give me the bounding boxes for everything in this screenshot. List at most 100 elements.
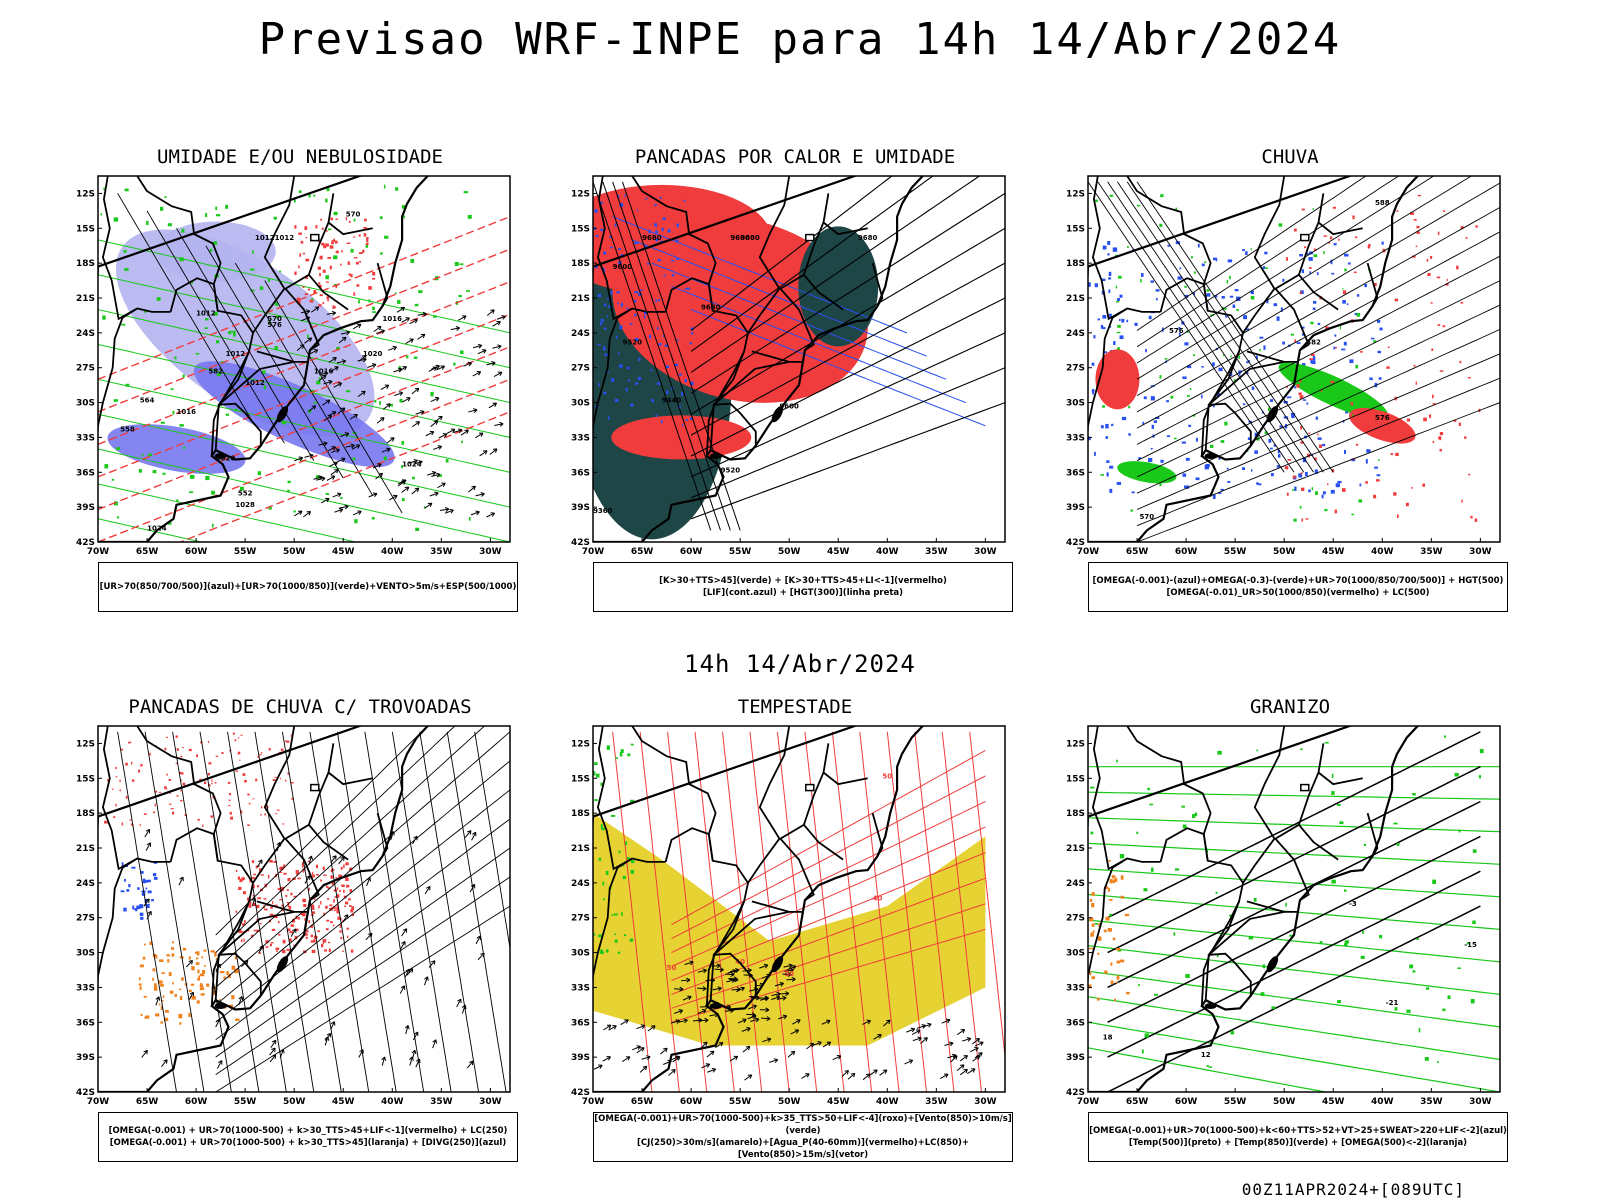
thunderstorm-dot (275, 813, 278, 815)
omega500-dot (1090, 932, 1094, 937)
lon-tick-label: 45W (332, 1097, 355, 1107)
temp850-dot (1216, 954, 1219, 958)
thunderstorm-dot (181, 772, 184, 775)
humid-ascent-dot (1328, 242, 1331, 244)
omega-dot (1348, 262, 1351, 265)
thunderstorm-dot (325, 905, 328, 909)
lif-dot (660, 420, 663, 424)
temp850-dot (1363, 843, 1367, 847)
lat-tick-label: 27S (571, 364, 590, 374)
federal-district (1300, 233, 1310, 242)
wind-vector (294, 456, 304, 462)
omega-dot (1150, 280, 1154, 283)
omega-dot (1335, 483, 1340, 488)
divergence-dot (132, 905, 135, 910)
omega-dot (1294, 486, 1297, 491)
humid-ascent-dot (1355, 443, 1359, 446)
strong-ascent-dot (1292, 489, 1295, 491)
red-dot (319, 255, 323, 260)
lon-tick-label: 30W (1469, 1097, 1492, 1107)
streamline-arrow (464, 830, 472, 838)
humid-ascent-dot (1442, 325, 1446, 328)
temp850-dot (1194, 812, 1198, 817)
divergence-dot (120, 890, 125, 893)
map-chuva: 58858257657657012S15S18S21S24S27S30S33S3… (1066, 175, 1501, 557)
wind-vector (433, 445, 443, 450)
rh-lowlevel-dot (438, 474, 443, 477)
thunderstorm-dot (315, 873, 319, 876)
strong-ascent-dot (1193, 354, 1196, 357)
rh-lowlevel-dot (152, 470, 157, 474)
wind850-dot (600, 949, 603, 952)
shower-dot (210, 950, 215, 953)
red-dot (325, 243, 329, 247)
omega-dot (1343, 341, 1347, 346)
omega-dot (1212, 257, 1218, 261)
precipitable-water (667, 731, 708, 1092)
rh-lowlevel-dot (121, 323, 126, 326)
rh-lowlevel-dot (156, 297, 161, 301)
shower-dot (171, 947, 175, 950)
country-border (327, 221, 373, 236)
lon-tick-label: 50W (283, 1097, 306, 1107)
wind850-vector (593, 1064, 603, 1070)
omega500-dot (1114, 877, 1118, 883)
streamline-arrow (238, 996, 244, 1006)
wind-vector (486, 361, 496, 366)
humid-ascent-dot (1410, 212, 1414, 215)
precipitable-water (886, 731, 927, 1092)
temp850-dot (1143, 888, 1148, 892)
thunderstorm-dot (287, 772, 289, 775)
lat-tick-label: 36S (76, 468, 95, 478)
rh-lowlevel-dot (211, 490, 215, 495)
omega-dot (1273, 444, 1276, 447)
thickness-line (98, 313, 510, 478)
map-border (97, 175, 511, 543)
rh-lowlevel-dot (234, 408, 238, 412)
thunderstorm-dot (131, 779, 135, 782)
rh-lowlevel-dot (228, 330, 232, 335)
rh-lowlevel-dot (279, 270, 281, 273)
rh-lowlevel-dot (298, 190, 302, 193)
lat-tick-label: 27S (76, 364, 95, 374)
wind850-vector (697, 1009, 707, 1015)
strong-ascent-dot (1222, 354, 1225, 356)
rh-lowlevel-dot (215, 206, 218, 211)
contour-label: 1016 (314, 368, 334, 376)
omega-dot (1178, 327, 1181, 330)
shower-dot (195, 962, 200, 965)
shower-dot (164, 1010, 169, 1013)
lat-tick-label: 21S (571, 294, 590, 304)
thunderstorm-dot (180, 799, 183, 802)
omega-dot (1308, 489, 1311, 493)
strong-ascent-dot (1209, 444, 1214, 448)
omega-dot (1381, 241, 1384, 245)
map-border (97, 725, 511, 1093)
strong-ascent-dot (1116, 331, 1121, 334)
country-border (1091, 726, 1128, 871)
wind850-vector (761, 1016, 771, 1022)
lif-dot (683, 199, 686, 202)
omega-dot (1197, 243, 1200, 248)
rh-lowlevel-dot (111, 478, 115, 481)
red-dot (300, 240, 304, 244)
omega500-dot (1112, 937, 1116, 941)
temp850-dot (1150, 867, 1154, 872)
country-border (218, 911, 295, 956)
humid-ascent-dot (1308, 432, 1311, 434)
precipitable-water (804, 731, 845, 1092)
lif-dot (676, 223, 679, 228)
legend-line: [OMEGA(-0.001)-(azul)+OMEGA(-0.3)-(verde… (1092, 576, 1504, 586)
strong-ascent-dot (1226, 280, 1229, 284)
lon-tick-label: 40W (381, 547, 404, 557)
omega-dot (1153, 420, 1158, 423)
lif-dot (606, 298, 610, 300)
divergence-dot (128, 883, 131, 888)
thunderstorm-dot (229, 811, 232, 815)
humid-ascent-dot (1458, 422, 1461, 426)
streamline-arrow (185, 959, 193, 968)
rh-lowlevel-dot (183, 446, 186, 450)
hgt500-contour (1136, 176, 1473, 380)
omega-dot (1177, 276, 1182, 280)
